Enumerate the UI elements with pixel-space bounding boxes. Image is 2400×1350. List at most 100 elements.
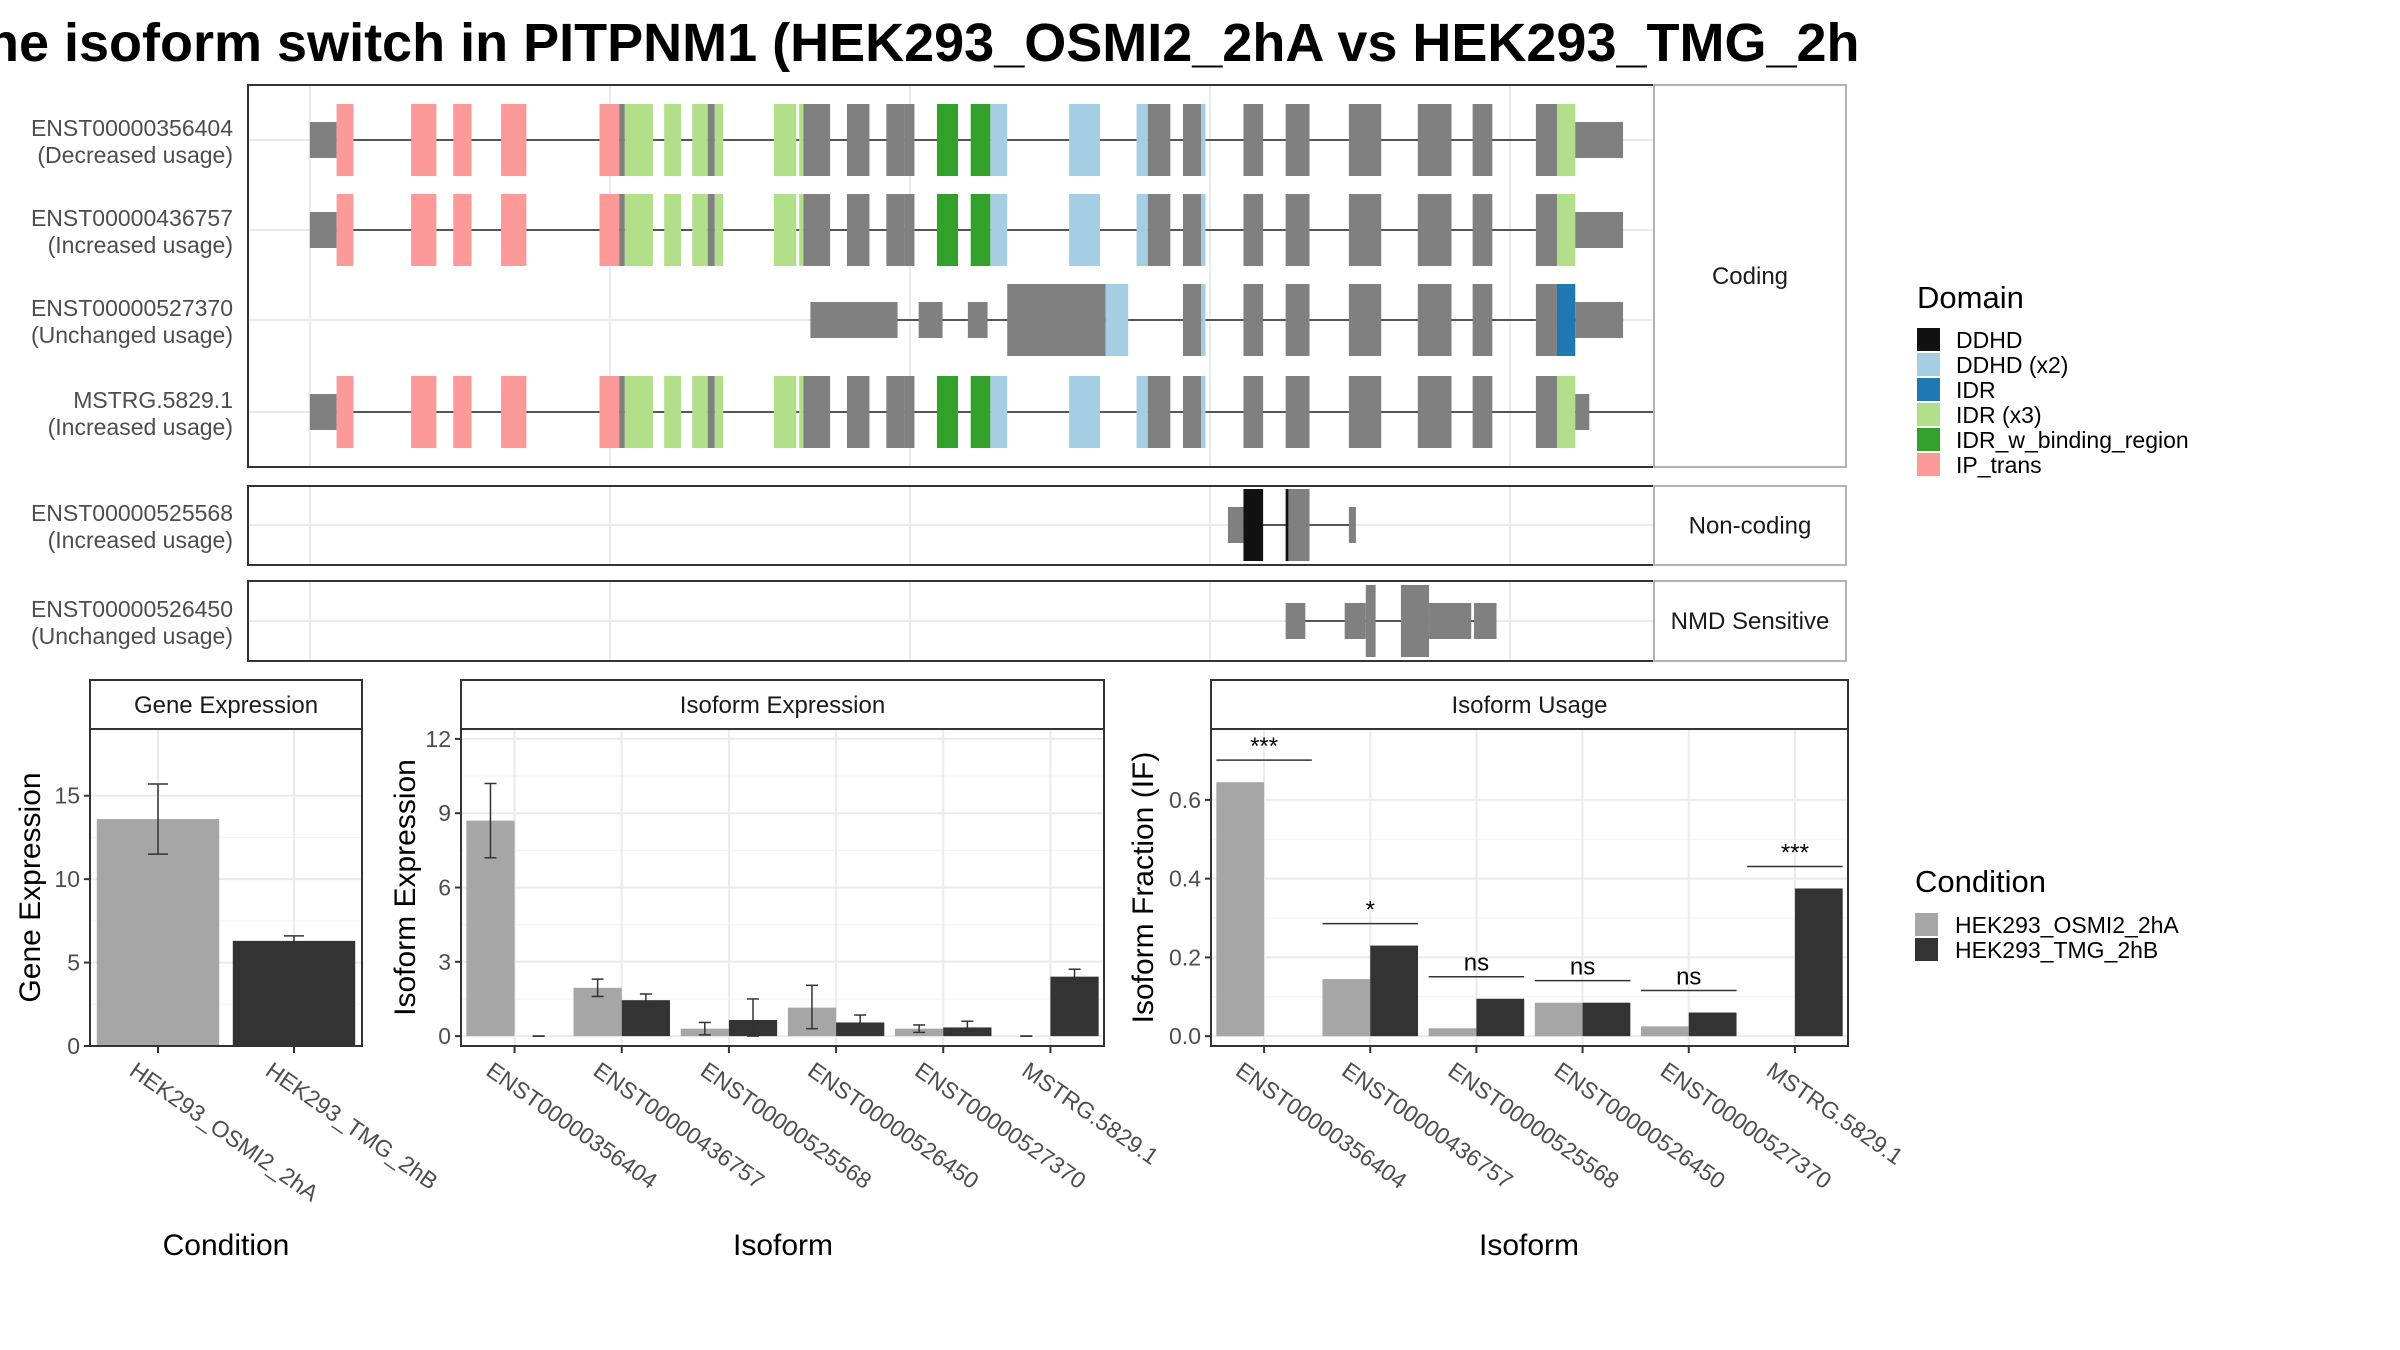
isoform-id-label: ENST00000527370 xyxy=(31,295,233,321)
y-tick-label: 6 xyxy=(438,875,451,901)
exon-block xyxy=(936,376,959,448)
bar xyxy=(1640,1026,1689,1037)
isoform-usage-label: (Increased usage) xyxy=(48,527,233,553)
exon-block xyxy=(886,194,905,266)
panel-strip-title: Isoform Usage xyxy=(1451,692,1607,719)
exon-block xyxy=(1243,194,1264,266)
bar xyxy=(1428,1028,1477,1037)
exon-block xyxy=(918,302,943,338)
exon-block xyxy=(1556,376,1576,448)
isoform-usage-label: (Unchanged usage) xyxy=(31,322,233,348)
exon-block xyxy=(336,376,354,448)
exon-block xyxy=(970,104,991,176)
x-tick-label: ENST00000356404 xyxy=(482,1057,663,1194)
exon-block xyxy=(1201,284,1206,356)
domain-legend-swatch xyxy=(1917,403,1940,426)
structure-facet: ENST00000525568(Increased usage) Non-codi… xyxy=(31,485,1847,566)
exon-block xyxy=(1575,122,1624,158)
exon-block xyxy=(1243,284,1264,356)
plot-background xyxy=(1211,729,1848,1046)
x-tick-label: ENST00000356404 xyxy=(1231,1057,1412,1194)
exon-block xyxy=(453,376,472,448)
facet-strip xyxy=(1653,485,1847,566)
y-tick-label: 9 xyxy=(438,800,451,826)
significance-label: ns xyxy=(1676,964,1701,991)
panel-strip xyxy=(460,679,1105,730)
exon-block xyxy=(1348,376,1382,448)
isoform-id-label: ENST00000525568 xyxy=(31,500,233,526)
exon-block xyxy=(1285,284,1310,356)
exon-block xyxy=(1400,585,1430,657)
exon-block xyxy=(1472,194,1493,266)
exon-block xyxy=(707,194,715,266)
exon-block xyxy=(1535,104,1557,176)
exon-block xyxy=(773,194,797,266)
bar xyxy=(1582,1002,1631,1037)
exon-block xyxy=(799,194,804,266)
exon-block xyxy=(936,104,959,176)
exon-block xyxy=(1535,284,1557,356)
exon-block xyxy=(1575,394,1590,430)
exon-block xyxy=(309,122,337,158)
x-tick-label: ENST00000526450 xyxy=(803,1057,983,1194)
exon-block xyxy=(846,104,870,176)
facet-strip xyxy=(1653,84,1847,468)
exon-block xyxy=(1472,376,1493,448)
exon-block xyxy=(1348,104,1382,176)
exon-block xyxy=(1535,194,1557,266)
domain-legend-label: IDR_w_binding_region xyxy=(1956,427,2189,453)
exon-block xyxy=(1285,376,1310,448)
exon-block xyxy=(1575,212,1624,248)
exon-block xyxy=(453,194,472,266)
isoform-usage-label: (Decreased usage) xyxy=(37,142,233,168)
facet-strip-label: Non-coding xyxy=(1689,513,1812,540)
exon-block xyxy=(1227,507,1244,543)
bar-chart-panel: 051015HEK293_OSMI2_2hAHEK293_TMG_2hBGene… xyxy=(14,679,443,1262)
exon-block xyxy=(904,104,915,176)
bar xyxy=(232,940,356,1046)
exon-block xyxy=(501,194,527,266)
bar xyxy=(1794,888,1843,1037)
exon-block xyxy=(936,194,959,266)
exon-block xyxy=(1201,194,1206,266)
exon-block xyxy=(1348,507,1356,543)
exon-block xyxy=(799,376,804,448)
y-tick-label: 3 xyxy=(438,949,451,975)
exon-block xyxy=(1243,489,1264,561)
isoform-usage-label: (Increased usage) xyxy=(48,232,233,258)
exon-block xyxy=(624,104,653,176)
exon-block xyxy=(1069,194,1101,266)
exon-block xyxy=(1069,376,1101,448)
significance-label: *** xyxy=(1781,839,1809,866)
exon-block xyxy=(990,104,1008,176)
bar-chart-panel: 0.0 0.2 0.4 0.6 *** ENST00000356404 * ENST00000… xyxy=(1127,679,1908,1262)
significance-label: ns xyxy=(1464,950,1489,977)
exon-block xyxy=(1556,194,1576,266)
significance-label: * xyxy=(1366,897,1375,924)
exon-block xyxy=(846,194,870,266)
exon-block xyxy=(1201,104,1206,176)
exon-block xyxy=(904,194,915,266)
exon-block xyxy=(1147,104,1171,176)
exon-block xyxy=(1105,284,1129,356)
facet-strip-label: NMD Sensitive xyxy=(1671,608,1830,635)
bar xyxy=(96,819,220,1046)
y-tick-label: 0 xyxy=(438,1023,451,1049)
exon-block xyxy=(664,194,682,266)
exon-block xyxy=(692,194,708,266)
isoform-id-label: ENST00000526450 xyxy=(31,596,233,622)
exon-block xyxy=(1285,104,1310,176)
exon-block xyxy=(624,194,653,266)
exon-block xyxy=(1243,376,1264,448)
exon-block xyxy=(1182,284,1202,356)
exon-block xyxy=(1243,104,1264,176)
exon-block xyxy=(1472,104,1493,176)
structure-facet: ENST00000356404(Decreased usage) ENST0000… xyxy=(31,84,1847,468)
bar xyxy=(1050,976,1099,1037)
exon-block xyxy=(1201,376,1206,448)
y-tick-label: 5 xyxy=(67,950,80,976)
figure-title: he isoform switch in PITPNM1 (HEK293_OSM… xyxy=(0,13,1860,73)
exon-block xyxy=(803,376,831,448)
exon-block xyxy=(1285,194,1310,266)
exon-block xyxy=(692,104,708,176)
